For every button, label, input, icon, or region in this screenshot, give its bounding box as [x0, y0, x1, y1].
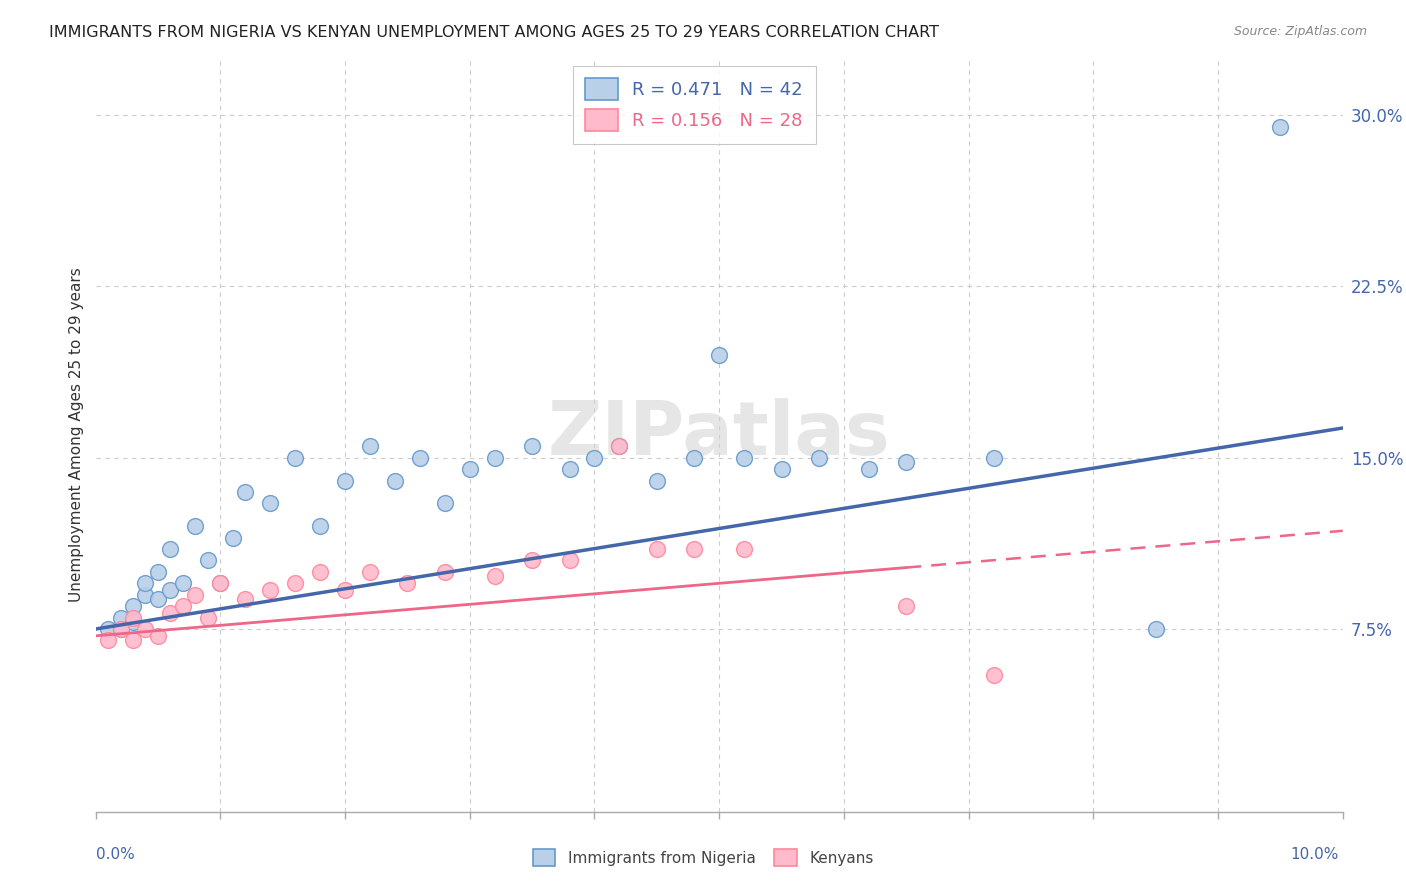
- Legend: Immigrants from Nigeria, Kenyans: Immigrants from Nigeria, Kenyans: [524, 842, 882, 873]
- Point: [159, 583, 181, 598]
- Point: [97, 633, 120, 648]
- Point: [122, 610, 145, 624]
- Point: [384, 474, 406, 488]
- Point: [184, 588, 207, 602]
- Point: [458, 462, 481, 476]
- Point: [709, 348, 731, 362]
- Point: [645, 542, 668, 557]
- Point: [233, 485, 256, 500]
- Point: [209, 576, 232, 591]
- Point: [122, 615, 145, 629]
- Point: [683, 542, 706, 557]
- Point: [1144, 622, 1167, 636]
- Point: [683, 450, 706, 465]
- Point: [396, 576, 419, 591]
- Point: [807, 450, 830, 465]
- Point: [259, 583, 281, 598]
- Text: Source: ZipAtlas.com: Source: ZipAtlas.com: [1233, 25, 1367, 38]
- Legend: R = 0.471   N = 42, R = 0.156   N = 28: R = 0.471 N = 42, R = 0.156 N = 28: [572, 65, 815, 144]
- Point: [284, 576, 307, 591]
- Y-axis label: Unemployment Among Ages 25 to 29 years: Unemployment Among Ages 25 to 29 years: [69, 268, 84, 602]
- Point: [409, 450, 432, 465]
- Point: [583, 450, 606, 465]
- Point: [259, 496, 281, 510]
- Point: [484, 450, 506, 465]
- Point: [172, 576, 194, 591]
- Point: [520, 553, 543, 567]
- Point: [309, 519, 332, 533]
- Point: [122, 633, 145, 648]
- Point: [333, 474, 356, 488]
- Point: [733, 542, 755, 557]
- Point: [146, 592, 169, 607]
- Point: [896, 455, 918, 469]
- Point: [983, 667, 1005, 681]
- Point: [433, 565, 456, 579]
- Point: [134, 588, 156, 602]
- Point: [110, 610, 132, 624]
- Text: 10.0%: 10.0%: [1291, 847, 1339, 862]
- Text: ZIPatlas: ZIPatlas: [548, 399, 890, 471]
- Point: [222, 531, 245, 545]
- Point: [172, 599, 194, 614]
- Point: [134, 576, 156, 591]
- Point: [983, 450, 1005, 465]
- Point: [645, 474, 668, 488]
- Point: [609, 439, 631, 453]
- Point: [159, 542, 181, 557]
- Point: [159, 606, 181, 620]
- Point: [209, 576, 232, 591]
- Point: [1270, 120, 1292, 134]
- Point: [520, 439, 543, 453]
- Point: [146, 565, 169, 579]
- Point: [558, 553, 581, 567]
- Point: [896, 599, 918, 614]
- Point: [184, 519, 207, 533]
- Point: [433, 496, 456, 510]
- Point: [609, 439, 631, 453]
- Point: [197, 553, 219, 567]
- Point: [484, 569, 506, 583]
- Point: [197, 610, 219, 624]
- Point: [110, 622, 132, 636]
- Point: [134, 622, 156, 636]
- Text: IMMIGRANTS FROM NIGERIA VS KENYAN UNEMPLOYMENT AMONG AGES 25 TO 29 YEARS CORRELA: IMMIGRANTS FROM NIGERIA VS KENYAN UNEMPL…: [49, 25, 939, 40]
- Point: [110, 622, 132, 636]
- Point: [333, 583, 356, 598]
- Point: [284, 450, 307, 465]
- Point: [770, 462, 793, 476]
- Point: [359, 565, 381, 579]
- Point: [233, 592, 256, 607]
- Point: [858, 462, 880, 476]
- Point: [97, 622, 120, 636]
- Point: [359, 439, 381, 453]
- Point: [558, 462, 581, 476]
- Point: [122, 599, 145, 614]
- Point: [146, 629, 169, 643]
- Point: [733, 450, 755, 465]
- Text: 0.0%: 0.0%: [96, 847, 135, 862]
- Point: [309, 565, 332, 579]
